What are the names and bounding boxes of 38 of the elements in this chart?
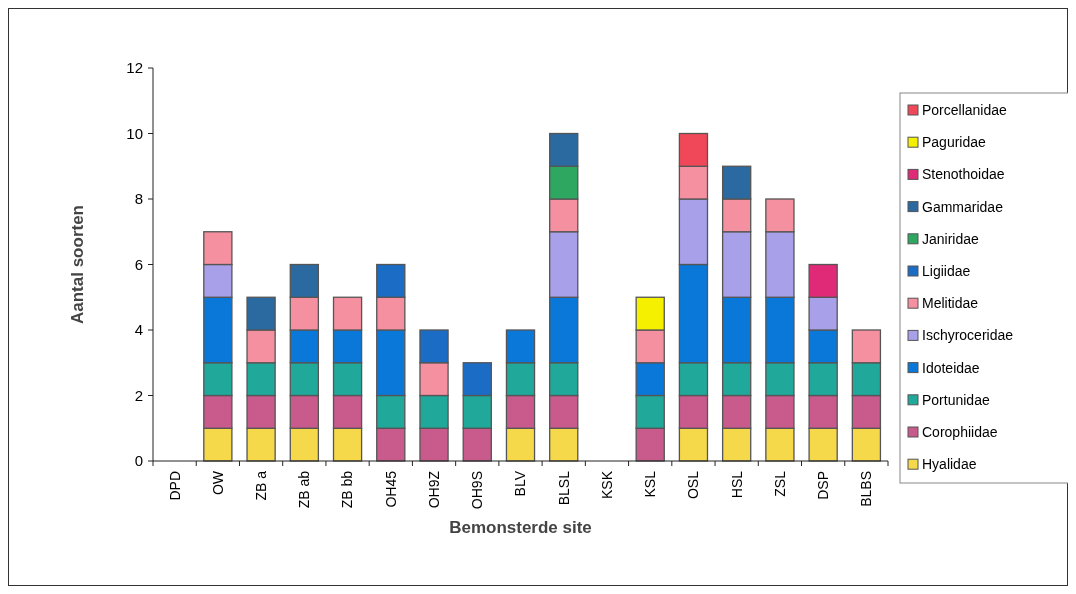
legend-label: Hyalidae — [922, 456, 977, 473]
x-tick-label: HSL — [728, 470, 745, 499]
legend-label: Porcellanidae — [922, 101, 1008, 118]
legend-label: Ligiidae — [922, 262, 971, 279]
x-tick-label: ZB a — [252, 470, 269, 501]
legend-label: Janiridae — [922, 230, 980, 247]
x-tick-label: BLSL — [555, 470, 572, 506]
x-tick-label: KSK — [598, 470, 615, 500]
x-tick-label: OH45 — [382, 470, 399, 508]
y-tick-label: 4 — [134, 321, 143, 339]
legend-label: Paguridae — [922, 134, 987, 151]
x-tick-label: OH9S — [469, 471, 486, 510]
y-tick-label: 2 — [134, 386, 143, 404]
legend-label: Gammaridae — [922, 198, 1004, 215]
legend-label: Melitidae — [922, 295, 979, 312]
legend-label: Portunidae — [922, 391, 990, 408]
x-tick-label: BLBS — [858, 471, 875, 507]
x-tick-label: OSL — [685, 470, 702, 500]
x-tick-label: ZSL — [771, 470, 788, 497]
y-tick-label: 6 — [134, 255, 143, 273]
x-axis-title: Bemonsterde site — [449, 518, 592, 537]
x-tick-label: BLV — [512, 470, 529, 497]
y-tick-label: 0 — [134, 452, 143, 470]
legend-label: Ischyroceridae — [922, 327, 1014, 344]
y-tick-label: 10 — [126, 124, 143, 142]
x-tick-label: OH9Z — [425, 470, 442, 509]
x-tick-label: DPD — [166, 471, 183, 501]
y-tick-label: 8 — [134, 190, 143, 208]
x-tick-label: OW — [209, 470, 226, 496]
legend-label: Corophiidae — [922, 423, 998, 440]
x-tick-label: KSL — [642, 470, 659, 498]
legend-label: Stenothoidae — [922, 166, 1005, 183]
x-tick-label: DSP — [815, 471, 832, 500]
x-tick-label: ZB ab — [296, 470, 313, 509]
y-tick-label: 12 — [126, 59, 143, 77]
x-tick-label: ZB bb — [339, 470, 356, 509]
legend-label: Idoteidae — [922, 359, 980, 376]
y-axis-title: Aantal soorten — [68, 204, 87, 325]
